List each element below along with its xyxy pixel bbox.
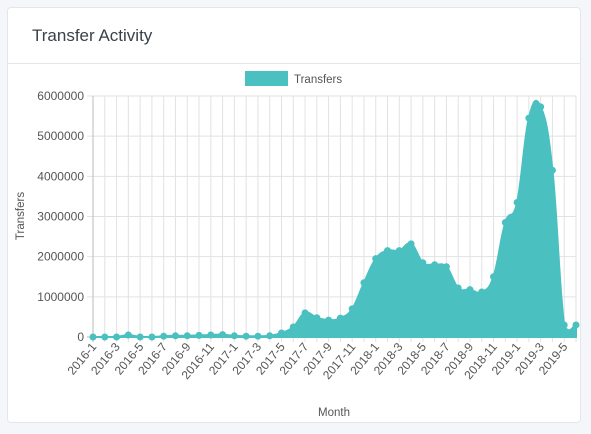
legend-swatch-transfers[interactable]: [245, 71, 288, 86]
data-point-38[interactable]: [537, 103, 545, 111]
data-point-3[interactable]: [124, 331, 132, 339]
grid-lines: [87, 95, 577, 342]
card-title: Transfer Activity: [32, 26, 153, 45]
y-tick-label-6: 6000000: [37, 89, 84, 103]
y-tick-label-1: 1000000: [37, 290, 84, 304]
data-point-37[interactable]: [525, 114, 533, 122]
data-point-13[interactable]: [242, 332, 250, 340]
data-point-16[interactable]: [277, 329, 285, 337]
data-point-27[interactable]: [407, 240, 415, 248]
data-point-24[interactable]: [372, 255, 380, 263]
data-point-7[interactable]: [171, 332, 179, 340]
data-point-23[interactable]: [360, 279, 368, 287]
data-point-33[interactable]: [478, 288, 486, 296]
legend[interactable]: Transfers: [245, 71, 342, 86]
y-tick-label-2: 2000000: [37, 250, 84, 264]
data-point-30[interactable]: [442, 263, 450, 271]
data-point-15[interactable]: [266, 332, 274, 340]
y-tick-label-0: 0: [77, 330, 84, 344]
y-tick-label-4: 4000000: [37, 169, 84, 183]
data-point-9[interactable]: [195, 331, 203, 339]
data-point-18[interactable]: [301, 309, 309, 317]
data-point-6[interactable]: [160, 332, 168, 340]
x-tick-labels: 2016-12016-32016-52016-72016-92016-11201…: [65, 340, 571, 382]
data-point-21[interactable]: [336, 314, 344, 322]
data-point-22[interactable]: [348, 305, 356, 313]
data-point-41[interactable]: [572, 321, 580, 329]
data-point-39[interactable]: [548, 166, 556, 174]
data-point-36[interactable]: [513, 198, 521, 206]
y-tick-label-3: 3000000: [37, 210, 84, 224]
data-point-8[interactable]: [183, 332, 191, 340]
x-axis-title: Month: [318, 407, 350, 419]
data-point-19[interactable]: [313, 314, 321, 322]
data-points: [89, 103, 580, 341]
card-header: Transfer Activity: [8, 8, 580, 64]
data-point-12[interactable]: [230, 332, 238, 340]
data-point-34[interactable]: [490, 273, 498, 281]
data-point-20[interactable]: [325, 316, 333, 324]
data-point-31[interactable]: [454, 284, 462, 292]
data-point-11[interactable]: [219, 331, 227, 339]
data-point-32[interactable]: [466, 286, 474, 294]
data-point-40[interactable]: [560, 321, 568, 329]
legend-label-transfers[interactable]: Transfers: [294, 74, 342, 86]
data-point-1[interactable]: [101, 333, 109, 341]
data-point-29[interactable]: [431, 261, 439, 269]
data-point-2[interactable]: [113, 333, 121, 341]
data-point-5[interactable]: [148, 333, 156, 341]
data-point-25[interactable]: [384, 247, 392, 255]
data-point-17[interactable]: [289, 323, 297, 331]
y-tick-labels: 0 1000000 2000000 3000000 4000000 5000000 6000…: [37, 89, 84, 344]
y-tick-label-5: 5000000: [37, 129, 84, 143]
data-point-10[interactable]: [207, 331, 215, 339]
data-point-35[interactable]: [501, 219, 509, 227]
data-point-14[interactable]: [254, 332, 262, 340]
data-point-4[interactable]: [136, 333, 144, 341]
y-axis-title: Transfers: [15, 192, 27, 240]
data-point-26[interactable]: [395, 247, 403, 255]
transfer-activity-card: Transfer Activity: [7, 7, 581, 423]
data-point-0[interactable]: [89, 333, 97, 341]
data-point-28[interactable]: [419, 259, 427, 267]
